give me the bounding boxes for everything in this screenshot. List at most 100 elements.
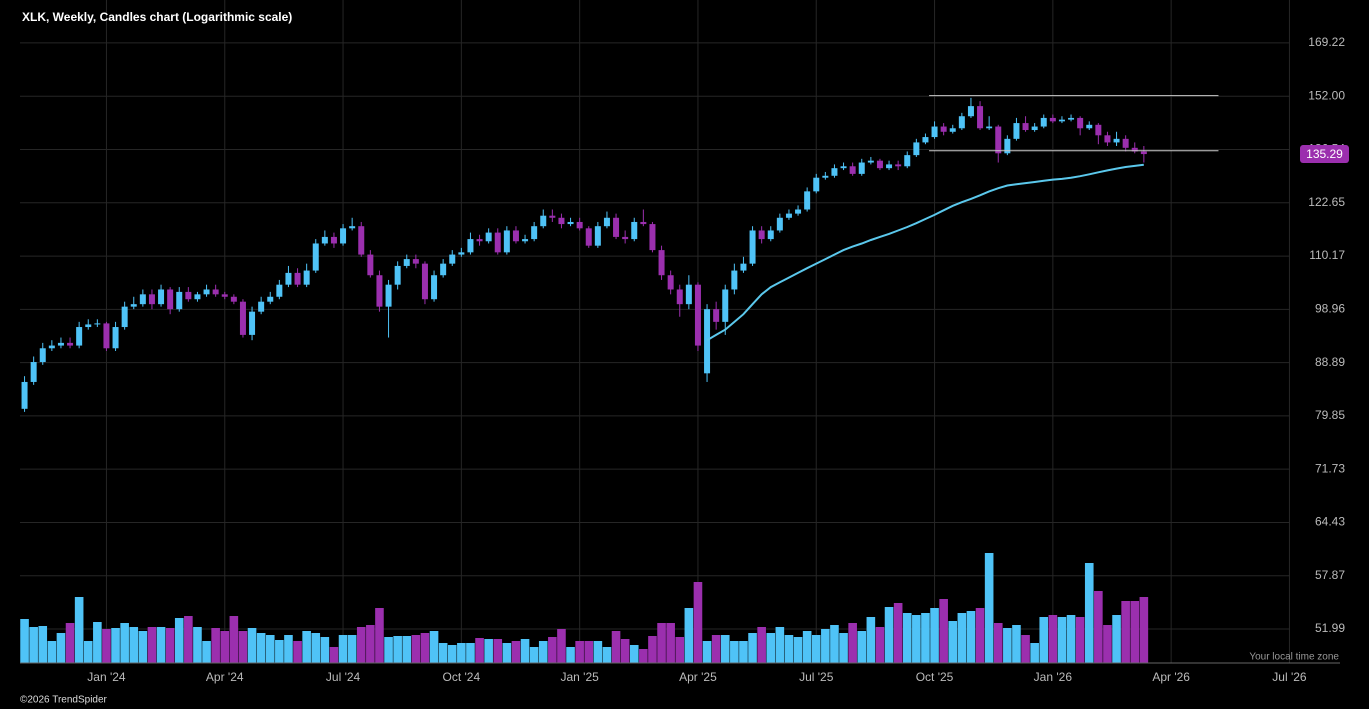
volume-bar xyxy=(757,627,766,663)
volume-bar xyxy=(575,641,584,663)
y-tick-label: 64.43 xyxy=(1315,515,1345,529)
volume-bar xyxy=(912,615,921,663)
candle-body xyxy=(813,177,820,192)
candle-body xyxy=(294,272,301,285)
volume-bar xyxy=(639,649,648,663)
volume-bar xyxy=(830,625,839,663)
candle-body xyxy=(849,166,856,174)
candle-body xyxy=(403,259,410,266)
volume-bar xyxy=(848,623,857,663)
volume-bar xyxy=(20,619,29,663)
candle-body xyxy=(1077,117,1084,129)
volume-bar xyxy=(29,627,38,663)
volume-bar xyxy=(1066,615,1076,663)
volume-bar xyxy=(857,631,867,663)
volume-bar xyxy=(1021,635,1030,663)
volume-bar xyxy=(1012,625,1021,663)
volume-bar xyxy=(411,635,421,663)
candle-body xyxy=(1113,138,1120,143)
volume-bar xyxy=(457,643,466,663)
volume-bar xyxy=(384,637,393,663)
volume-bar xyxy=(1103,625,1112,663)
volume-bar xyxy=(1048,615,1058,663)
volume-bar xyxy=(902,613,912,663)
candle-body xyxy=(485,232,492,242)
candle-body xyxy=(822,175,829,178)
candle-body xyxy=(358,226,365,255)
candle-body xyxy=(203,289,210,295)
candle-body xyxy=(876,160,883,169)
timezone-note: Your local time zone xyxy=(1249,652,1339,663)
volume-bar xyxy=(302,631,311,663)
volume-bar xyxy=(538,641,548,663)
candle-body xyxy=(713,309,720,322)
candle-body xyxy=(613,217,620,237)
candle-body xyxy=(440,263,447,276)
candle-body xyxy=(658,250,665,276)
volume-bar xyxy=(311,633,321,663)
volume-bar xyxy=(93,622,102,663)
candle-body xyxy=(676,289,683,305)
candle-body xyxy=(1013,123,1020,139)
volume-bar xyxy=(939,599,948,663)
volume-bar xyxy=(156,627,166,663)
volume-bar xyxy=(165,628,175,663)
candle-body xyxy=(685,284,692,305)
volume-bar xyxy=(557,629,566,663)
candle-body xyxy=(1095,124,1102,136)
volume-bar xyxy=(948,621,958,663)
y-tick-label: 98.96 xyxy=(1315,302,1345,316)
candle-body xyxy=(740,263,747,271)
volume-bar xyxy=(1130,601,1140,663)
volume-bar xyxy=(620,639,630,663)
candle-body xyxy=(494,232,501,253)
candle-body xyxy=(704,309,711,374)
candle-body xyxy=(694,284,701,346)
x-tick-label: Apr '24 xyxy=(206,670,244,684)
copyright: ©2026 TrendSpider xyxy=(20,695,108,706)
volume-bar xyxy=(566,647,575,663)
volume-bar xyxy=(1112,615,1121,663)
volume-bar xyxy=(402,636,412,663)
candle-body xyxy=(48,345,55,349)
volume-bar xyxy=(1003,628,1012,663)
volume-bar xyxy=(629,645,639,663)
candle-body xyxy=(431,275,438,300)
volume-bar xyxy=(102,629,111,663)
candle-body xyxy=(376,275,383,307)
volume-bar xyxy=(766,633,776,663)
candle-body xyxy=(394,265,401,285)
candle-body xyxy=(522,239,529,242)
volume-bar xyxy=(666,623,675,663)
candle-body xyxy=(958,116,965,129)
volume-bar xyxy=(511,641,521,663)
candle-body xyxy=(1022,123,1029,131)
candle-body xyxy=(795,209,802,214)
volume-bar xyxy=(921,613,930,663)
volume-bar xyxy=(147,627,157,663)
volume-bar xyxy=(238,631,248,663)
candle-body xyxy=(1086,124,1093,129)
candle-body xyxy=(576,221,583,229)
candle-body xyxy=(967,106,974,117)
volume-bar xyxy=(329,647,339,663)
volume-bar xyxy=(984,553,994,663)
candle-body xyxy=(349,226,356,229)
candle-body xyxy=(421,263,428,300)
candle-body xyxy=(139,294,146,305)
volume-bar xyxy=(821,629,830,663)
candle-body xyxy=(385,284,392,307)
volume-bar xyxy=(739,641,748,663)
volume-bar xyxy=(429,631,439,663)
candle-body xyxy=(449,254,456,264)
volume-bar xyxy=(775,627,785,663)
volume-bar xyxy=(211,628,220,663)
candle-body xyxy=(949,128,956,132)
candle-body xyxy=(540,215,547,227)
candle-body xyxy=(76,327,83,346)
volume-bar xyxy=(447,645,457,663)
candle-body xyxy=(230,296,237,302)
candle-body xyxy=(567,221,574,225)
volume-bar xyxy=(56,633,66,663)
